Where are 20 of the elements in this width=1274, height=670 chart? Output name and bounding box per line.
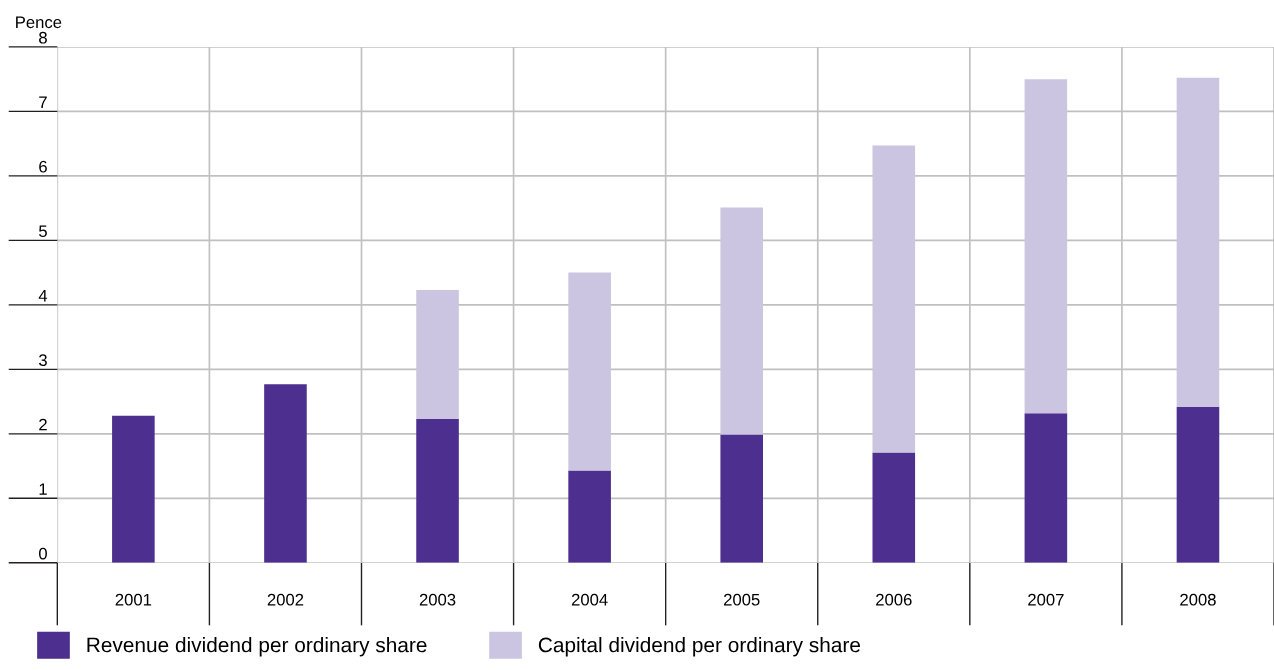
- x-tick-label: 2007: [1028, 593, 1064, 606]
- legend-label: Revenue dividend per ordinary share: [87, 637, 427, 657]
- x-tick-label: 2003: [419, 593, 456, 606]
- x-tick-label: 2005: [724, 593, 760, 606]
- y-tick-label: 6: [39, 160, 47, 173]
- y-tick-label: 8: [39, 31, 47, 44]
- y-tick-label: 3: [38, 354, 47, 367]
- y-axis-title: Pence: [16, 16, 62, 29]
- y-tick-label: 4: [38, 289, 48, 302]
- y-tick-label: 5: [39, 225, 47, 238]
- x-tick-label: 2001: [115, 593, 152, 606]
- x-tick-label: 2002: [267, 593, 304, 606]
- y-tick-label: 7: [39, 96, 47, 108]
- x-tick-label: 2004: [571, 593, 608, 606]
- y-tick-label: 2: [39, 418, 47, 431]
- legend-label: Capital dividend per ordinary share: [538, 637, 860, 657]
- y-tick-label: 1: [39, 483, 47, 495]
- y-tick-label: 0: [38, 547, 47, 560]
- x-tick-label: 2006: [876, 593, 912, 606]
- x-tick-label: 2008: [1180, 593, 1216, 606]
